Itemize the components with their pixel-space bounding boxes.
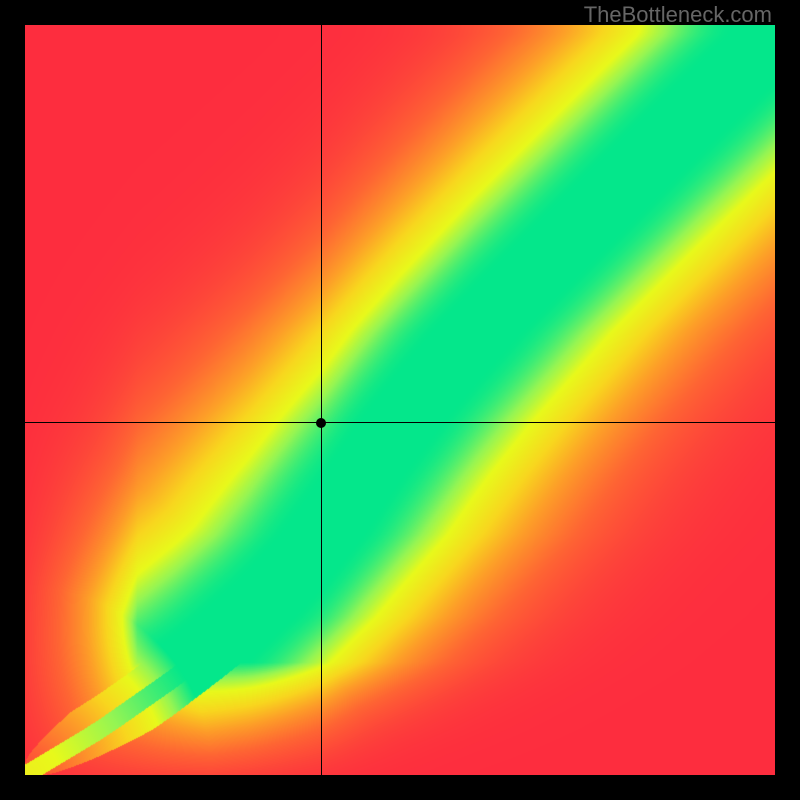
heatmap-canvas	[25, 25, 775, 775]
crosshair-vertical	[321, 25, 322, 775]
heatmap-frame	[25, 25, 775, 775]
crosshair-marker	[316, 418, 326, 428]
crosshair-horizontal	[25, 422, 775, 423]
watermark-text: TheBottleneck.com	[584, 2, 772, 28]
